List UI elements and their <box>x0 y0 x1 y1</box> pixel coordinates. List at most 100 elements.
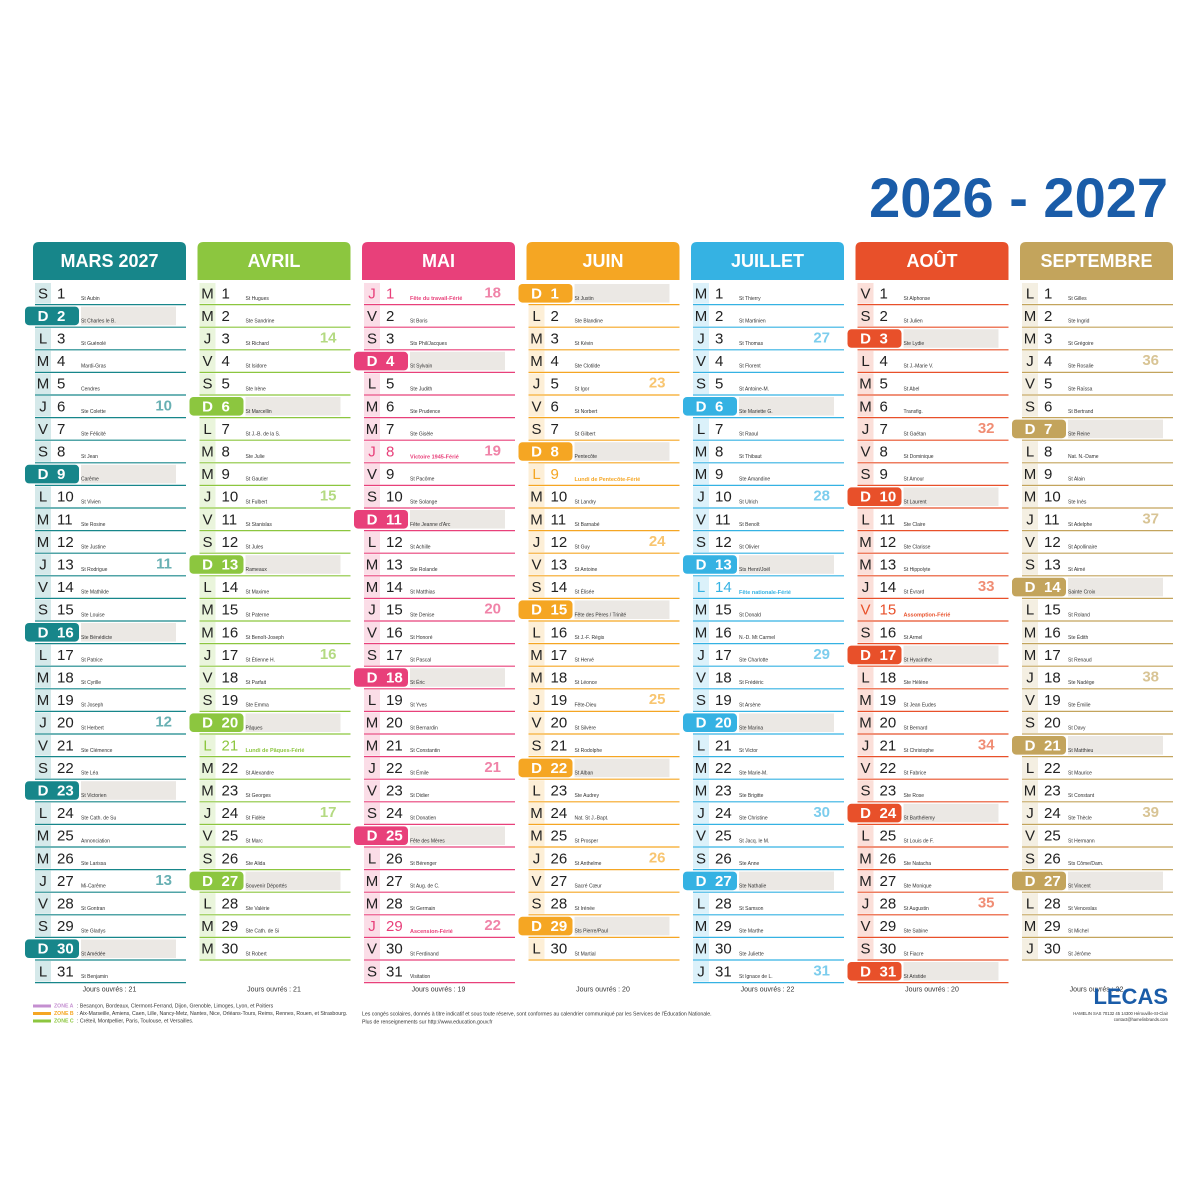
saint-name: St Achille <box>410 545 431 551</box>
saint-name: Fête nationale-Férié <box>739 590 791 596</box>
letter-cell <box>35 486 51 507</box>
saint-name: Lundi de Pentecôte-Férié <box>575 477 641 483</box>
letter-cell <box>35 441 51 462</box>
day-number: 5 <box>222 376 230 393</box>
weekday-letter: L <box>368 850 376 867</box>
saint-name: St Stanislas <box>246 522 273 528</box>
sunday-box <box>25 781 79 800</box>
weekday-letter: M <box>37 828 50 845</box>
letter-cell <box>857 599 874 620</box>
day-number: 30 <box>222 941 239 958</box>
saint-name: St Florent <box>739 364 761 370</box>
weekday-letter: D <box>202 398 213 415</box>
weekday-letter: M <box>201 782 214 799</box>
sunday-background <box>574 758 670 778</box>
letter-cell <box>199 599 216 620</box>
month-header <box>855 242 1009 280</box>
weekday-letter: M <box>1024 647 1037 664</box>
letter-cell <box>364 554 380 575</box>
sunday-box <box>847 329 902 348</box>
weekday-letter: M <box>530 828 543 845</box>
day-number: 4 <box>222 353 230 370</box>
saint-name: St Landry <box>575 499 597 505</box>
day-number: 13 <box>551 556 568 573</box>
week-number: 13 <box>155 872 172 889</box>
weekday-letter: V <box>696 828 706 845</box>
letter-cell <box>35 373 51 394</box>
day-number: 3 <box>551 330 559 347</box>
day-number: 19 <box>1044 692 1061 709</box>
sunday-background <box>574 442 670 461</box>
weekday-letter: M <box>201 602 214 619</box>
day-number: 17 <box>386 647 403 664</box>
weekday-letter: M <box>859 376 872 393</box>
letter-cell <box>35 689 51 711</box>
saint-name: N.-D. Mt Carmel <box>739 635 775 641</box>
day-number: 19 <box>57 692 74 709</box>
saint-name: St Aimé <box>1068 567 1085 573</box>
week-number: 15 <box>320 488 337 505</box>
saint-name: St Gontran <box>81 906 105 912</box>
week-number: 33 <box>978 578 995 595</box>
saint-name: Ste Hélène <box>904 680 929 686</box>
weekday-letter: L <box>203 737 211 754</box>
day-number: 4 <box>57 353 65 370</box>
day-number: 31 <box>880 963 897 980</box>
saint-name: St Igor <box>575 386 590 392</box>
letter-cell <box>857 396 874 417</box>
day-number: 27 <box>551 873 568 890</box>
saint-name: St Élisée <box>575 589 595 596</box>
month-header <box>362 242 515 280</box>
sunday-background <box>410 351 505 371</box>
day-number: 17 <box>715 647 732 664</box>
sunday-box <box>1012 736 1066 755</box>
letter-cell <box>528 509 545 530</box>
saint-name: Ste Prudence <box>410 409 441 415</box>
letter-cell <box>364 599 380 620</box>
letter-cell <box>857 667 874 688</box>
weekday-letter: M <box>530 489 543 506</box>
sunday-background <box>574 916 670 936</box>
weekday-letter: D <box>531 918 542 935</box>
saint-name: St Aristide <box>904 974 927 980</box>
sunday-box <box>683 555 737 574</box>
saint-name: St Venceslas <box>1068 906 1097 912</box>
saint-name: Ste Léa <box>81 771 98 777</box>
saint-name: Sts Côme/Dam. <box>1068 861 1103 867</box>
weekday-letter: D <box>1025 737 1036 754</box>
letter-cell <box>35 848 51 869</box>
day-number: 23 <box>1044 782 1061 799</box>
letter-cell <box>364 328 380 349</box>
day-number: 7 <box>222 421 230 438</box>
letter-cell <box>1022 531 1038 553</box>
letter-cell <box>693 531 709 553</box>
letter-cell <box>1022 554 1038 575</box>
saint-name: St Aug. de C. <box>410 884 439 890</box>
letter-cell <box>364 283 380 304</box>
letter-cell <box>528 576 545 598</box>
weekday-letter: M <box>1024 918 1037 935</box>
weekday-letter: M <box>366 895 379 912</box>
month-name: MAI <box>422 251 455 271</box>
day-number: 24 <box>1044 805 1061 822</box>
day-number: 5 <box>715 376 723 393</box>
sunday-box <box>25 939 79 958</box>
day-number: 6 <box>57 398 65 415</box>
saint-name: Victoire 1945-Férié <box>410 454 459 460</box>
saint-name: Ste Ingrid <box>1068 319 1090 325</box>
letter-cell <box>693 689 709 711</box>
weekday-letter: J <box>533 692 541 709</box>
letter-cell <box>693 825 709 846</box>
day-number: 30 <box>386 941 403 958</box>
saint-name: Mi-Carême <box>81 884 106 890</box>
letter-cell <box>35 735 51 756</box>
letter-cell <box>199 531 216 553</box>
letter-cell <box>528 531 545 553</box>
letter-cell <box>199 486 216 507</box>
saint-name: St Bertrand <box>1068 409 1094 415</box>
week-number: 29 <box>813 646 830 663</box>
weekday-letter: V <box>38 421 48 438</box>
saint-name: Ste Cath. de Su <box>81 816 117 822</box>
letter-cell <box>528 350 545 372</box>
saint-name: St Évrard <box>904 589 925 596</box>
